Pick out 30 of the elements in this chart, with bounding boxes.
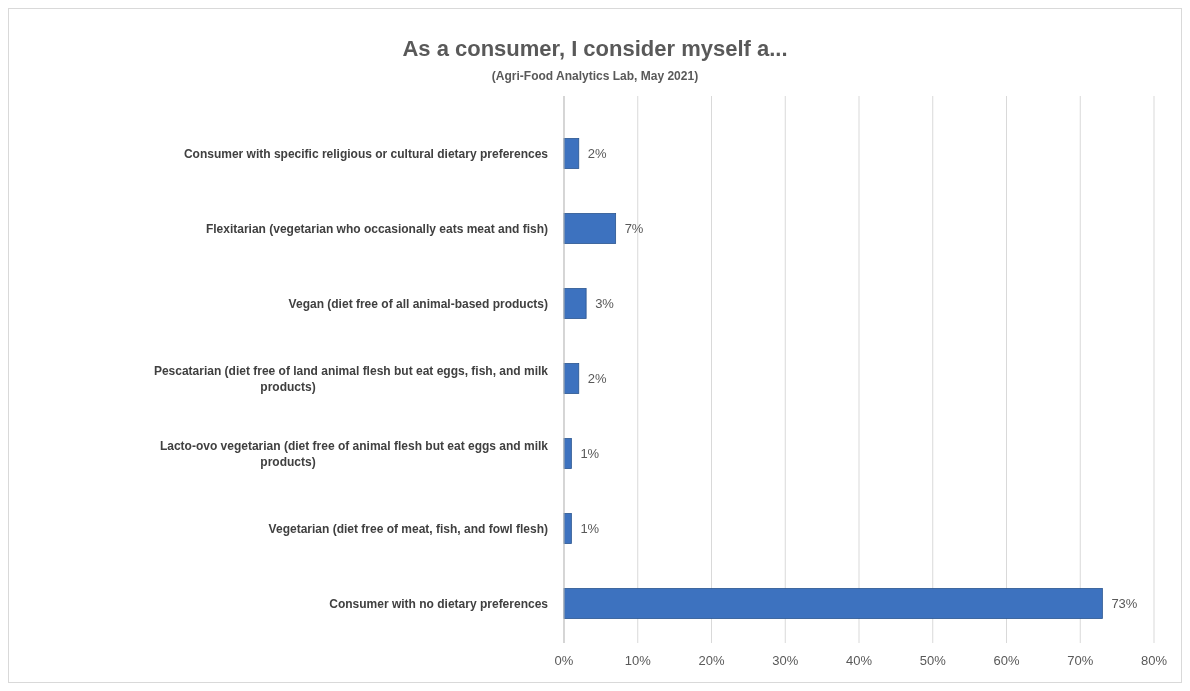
x-tick-label: 40% <box>845 653 873 668</box>
x-tick-label: 0% <box>554 653 574 668</box>
bar <box>563 363 580 394</box>
x-tick-label: 20% <box>698 653 725 668</box>
data-label: 2% <box>587 145 607 161</box>
x-tick-label: 80% <box>1140 653 1168 668</box>
x-tick-label: 30% <box>772 653 799 668</box>
chart-title: As a consumer, I consider myself a... <box>402 36 788 61</box>
bar <box>563 138 580 169</box>
data-label: 1% <box>580 520 600 536</box>
data-label: 3% <box>595 295 615 311</box>
y-tick-label: Vegetarian (diet free of meat, fish, and fowl flesh) <box>268 521 548 536</box>
x-tick-label: 50% <box>919 653 947 668</box>
y-tick-label: Flexitarian (vegetarian who occasionally eats meat and fish) <box>205 221 548 236</box>
bar <box>563 288 587 319</box>
data-label: 2% <box>587 370 607 386</box>
bar <box>563 213 617 244</box>
y-tick-label: Lacto-ovo vegetarian (diet free of animal flesh but eat eggs and milk products) <box>159 438 549 469</box>
x-tick-label: 10% <box>624 653 652 668</box>
data-label: 73% <box>1111 595 1138 611</box>
y-tick-label: Consumer with no dietary preferences <box>329 596 549 611</box>
x-tick-label: 70% <box>1067 653 1094 668</box>
x-tick-label: 60% <box>993 653 1020 668</box>
y-tick-label: Vegan (diet free of all animal-based products) <box>288 296 548 311</box>
chart-subtitle: (Agri-Food Analytics Lab, May 2021) <box>491 69 699 83</box>
y-tick-label: Pescatarian (diet free of land animal flesh but eat eggs, fish, and milk products) <box>153 363 549 394</box>
data-label: 7% <box>624 220 644 236</box>
y-tick-label: Consumer with specific religious or cultural dietary preferences <box>183 146 549 161</box>
bar <box>563 588 1103 619</box>
data-label: 1% <box>580 445 600 461</box>
